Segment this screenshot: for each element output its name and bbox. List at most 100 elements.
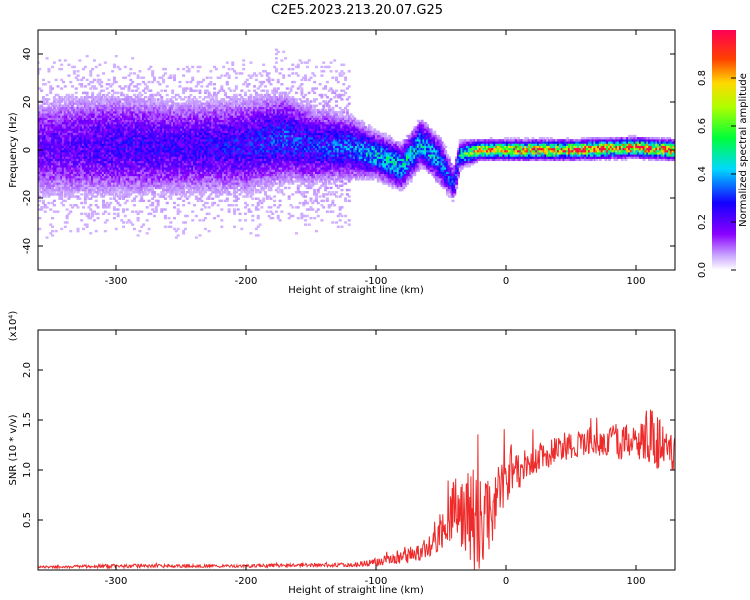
heatmap-cell — [41, 83, 45, 86]
heatmap-cell — [107, 124, 111, 127]
heatmap-cell — [134, 100, 138, 103]
heatmap-cell — [60, 143, 64, 146]
heatmap-cell — [67, 195, 71, 198]
heatmap-cell — [169, 188, 173, 192]
heatmap-cell — [78, 169, 82, 172]
heatmap-cell — [92, 184, 96, 187]
heatmap-cell — [80, 219, 84, 222]
heatmap-cell — [91, 98, 95, 101]
heatmap-cell — [45, 121, 49, 125]
heatmap-cell — [109, 145, 113, 149]
heatmap-cell — [54, 126, 58, 129]
heatmap-cell — [116, 96, 120, 99]
heatmap-cell — [214, 113, 218, 116]
heatmap-cell — [171, 117, 175, 120]
heatmap-cell — [43, 178, 47, 181]
heatmap-cell — [98, 130, 102, 133]
heatmap-cell — [196, 165, 200, 168]
heatmap-cell — [98, 121, 102, 125]
heatmap-cell — [52, 121, 56, 125]
heatmap-cell — [116, 139, 120, 142]
heatmap-cell — [152, 195, 156, 198]
heatmap-cell — [203, 182, 207, 185]
heatmap-cell — [122, 182, 126, 185]
heatmap-cell — [216, 102, 220, 105]
heatmap-cell — [91, 143, 95, 146]
heatmap-cell — [140, 100, 144, 103]
heatmap-cell — [203, 117, 207, 120]
heatmap-cell — [51, 165, 55, 168]
heatmap-cell — [76, 160, 80, 164]
heatmap-cell — [185, 162, 189, 166]
heatmap-cell — [96, 154, 100, 157]
heatmap-cell — [127, 104, 131, 108]
heatmap-cell — [107, 102, 111, 105]
heatmap-cell — [60, 119, 64, 123]
heatmap-cell — [103, 124, 107, 127]
heatmap-cell — [174, 117, 178, 120]
heatmap-cell — [173, 119, 176, 123]
heatmap-cell — [118, 195, 122, 198]
heatmap-cell — [61, 128, 65, 131]
heatmap-cell — [71, 93, 75, 97]
heatmap-cell — [40, 178, 44, 181]
heatmap-cell — [132, 111, 136, 114]
heatmap-cell — [65, 156, 69, 159]
heatmap-cell — [38, 150, 42, 153]
heatmap-cell — [122, 180, 126, 183]
heatmap-cell — [207, 160, 211, 164]
heatmap-cell — [114, 158, 118, 162]
heatmap-cell — [156, 193, 160, 196]
heatmap-cell — [142, 193, 146, 196]
heatmap-cell — [176, 182, 180, 185]
heatmap-cell — [209, 175, 213, 179]
heatmap-cell — [203, 173, 207, 177]
heatmap-cell — [92, 96, 96, 99]
heatmap-cell — [160, 171, 164, 174]
heatmap-cell — [56, 162, 60, 166]
heatmap-cell — [76, 175, 80, 179]
heatmap-cell — [67, 93, 71, 97]
heatmap-cell — [54, 121, 58, 125]
heatmap-cell — [82, 121, 85, 125]
heatmap-cell — [176, 167, 180, 170]
heatmap-cell — [125, 180, 129, 183]
heatmap-cell — [96, 173, 100, 177]
heatmap-cell — [125, 111, 129, 114]
heatmap-cell — [96, 150, 100, 153]
heatmap-cell — [207, 180, 211, 183]
heatmap-cell — [96, 175, 100, 179]
heatmap-cell — [176, 93, 180, 97]
heatmap-cell — [171, 184, 175, 187]
heatmap-cell — [154, 165, 158, 168]
heatmap-cell — [38, 104, 42, 108]
heatmap-cell — [71, 206, 75, 209]
heatmap-cell — [213, 158, 217, 162]
heatmap-cell — [158, 134, 162, 138]
heatmap-cell — [91, 214, 95, 218]
heatmap-cell — [49, 178, 53, 181]
heatmap-cell — [216, 180, 220, 183]
heatmap-cell — [127, 121, 131, 125]
heatmap-cell — [174, 124, 178, 127]
heatmap-cell — [40, 108, 44, 112]
heatmap-cell — [78, 134, 82, 138]
heatmap-cell — [80, 128, 84, 131]
heatmap-cell — [193, 134, 197, 138]
heatmap-cell — [103, 139, 107, 142]
heatmap-cell — [114, 152, 118, 155]
heatmap-cell — [145, 147, 149, 151]
heatmap-cell — [158, 152, 162, 155]
heatmap-cell — [203, 104, 207, 108]
heatmap-cell — [45, 134, 49, 138]
heatmap-cell — [200, 132, 204, 136]
heatmap-cell — [178, 143, 182, 146]
heatmap-cell — [127, 182, 131, 185]
heatmap-cell — [149, 158, 153, 162]
heatmap-cell — [211, 171, 215, 174]
heatmap-cell — [98, 139, 102, 142]
heatmap-cell — [203, 147, 207, 151]
heatmap-cell — [196, 141, 200, 144]
heatmap-cell — [165, 162, 169, 166]
heatmap-cell — [145, 171, 149, 174]
